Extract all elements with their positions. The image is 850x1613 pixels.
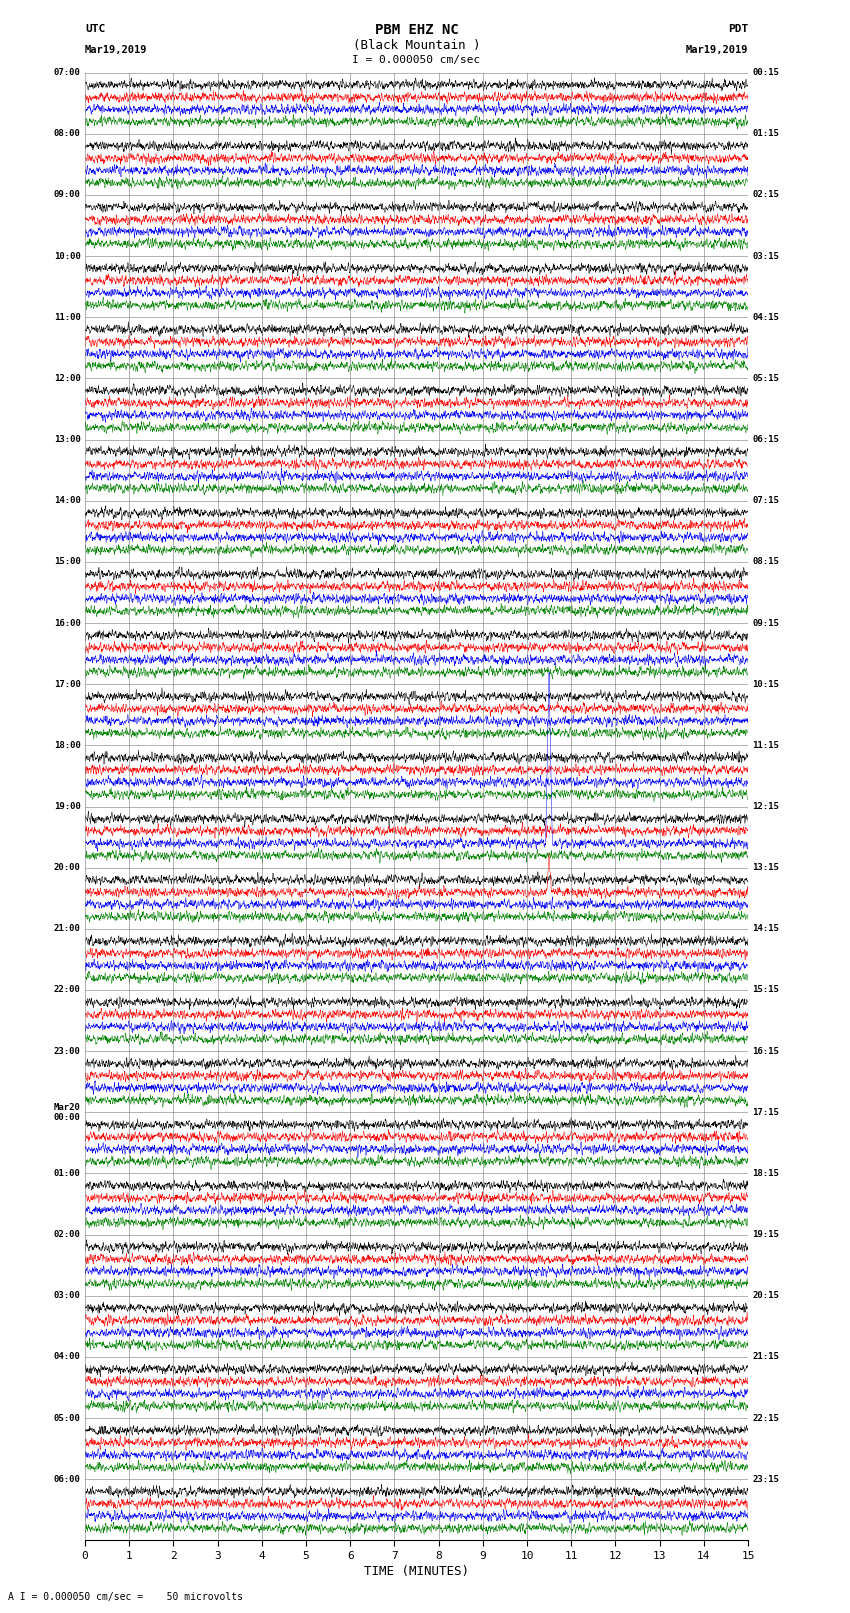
- Text: 02:00: 02:00: [54, 1231, 81, 1239]
- Text: Mar20: Mar20: [54, 1103, 81, 1111]
- Text: 11:15: 11:15: [752, 740, 779, 750]
- Text: 21:15: 21:15: [752, 1352, 779, 1361]
- Text: 20:00: 20:00: [54, 863, 81, 873]
- Text: 03:00: 03:00: [54, 1292, 81, 1300]
- Text: 20:15: 20:15: [752, 1292, 779, 1300]
- Text: 17:00: 17:00: [54, 679, 81, 689]
- Text: 08:00: 08:00: [54, 129, 81, 139]
- Text: 10:15: 10:15: [752, 679, 779, 689]
- Text: 07:15: 07:15: [752, 497, 779, 505]
- Text: 06:00: 06:00: [54, 1474, 81, 1484]
- Text: PDT: PDT: [728, 24, 748, 34]
- Text: 12:15: 12:15: [752, 802, 779, 811]
- Text: 08:15: 08:15: [752, 558, 779, 566]
- Text: 06:15: 06:15: [752, 436, 779, 444]
- Text: 05:00: 05:00: [54, 1413, 81, 1423]
- Text: 05:15: 05:15: [752, 374, 779, 382]
- Text: 10:00: 10:00: [54, 252, 81, 261]
- Text: 04:00: 04:00: [54, 1352, 81, 1361]
- Text: A I = 0.000050 cm/sec =    50 microvolts: A I = 0.000050 cm/sec = 50 microvolts: [8, 1592, 243, 1602]
- Text: I = 0.000050 cm/sec: I = 0.000050 cm/sec: [353, 55, 480, 65]
- Text: 02:15: 02:15: [752, 190, 779, 200]
- Text: 09:00: 09:00: [54, 190, 81, 200]
- Text: 01:00: 01:00: [54, 1169, 81, 1177]
- Text: 03:15: 03:15: [752, 252, 779, 261]
- Text: 11:00: 11:00: [54, 313, 81, 321]
- Text: 18:15: 18:15: [752, 1169, 779, 1177]
- Text: 21:00: 21:00: [54, 924, 81, 934]
- Text: 22:00: 22:00: [54, 986, 81, 995]
- Text: 14:00: 14:00: [54, 497, 81, 505]
- Text: 23:15: 23:15: [752, 1474, 779, 1484]
- Text: 18:00: 18:00: [54, 740, 81, 750]
- Text: 13:00: 13:00: [54, 436, 81, 444]
- Text: 19:15: 19:15: [752, 1231, 779, 1239]
- Text: UTC: UTC: [85, 24, 105, 34]
- Text: 13:15: 13:15: [752, 863, 779, 873]
- Text: 15:15: 15:15: [752, 986, 779, 995]
- Text: 12:00: 12:00: [54, 374, 81, 382]
- Text: 23:00: 23:00: [54, 1047, 81, 1055]
- Text: 04:15: 04:15: [752, 313, 779, 321]
- Text: Mar19,2019: Mar19,2019: [685, 45, 748, 55]
- Text: 19:00: 19:00: [54, 802, 81, 811]
- Text: 16:00: 16:00: [54, 618, 81, 627]
- Text: 17:15: 17:15: [752, 1108, 779, 1116]
- Text: 15:00: 15:00: [54, 558, 81, 566]
- Text: 00:15: 00:15: [752, 68, 779, 77]
- Text: 07:00: 07:00: [54, 68, 81, 77]
- Text: 14:15: 14:15: [752, 924, 779, 934]
- Text: 00:00: 00:00: [54, 1113, 81, 1121]
- Text: 16:15: 16:15: [752, 1047, 779, 1055]
- X-axis label: TIME (MINUTES): TIME (MINUTES): [364, 1565, 469, 1578]
- Text: 01:15: 01:15: [752, 129, 779, 139]
- Text: 09:15: 09:15: [752, 618, 779, 627]
- Text: PBM EHZ NC: PBM EHZ NC: [375, 23, 458, 37]
- Text: Mar19,2019: Mar19,2019: [85, 45, 148, 55]
- Text: 22:15: 22:15: [752, 1413, 779, 1423]
- Text: (Black Mountain ): (Black Mountain ): [353, 39, 480, 52]
